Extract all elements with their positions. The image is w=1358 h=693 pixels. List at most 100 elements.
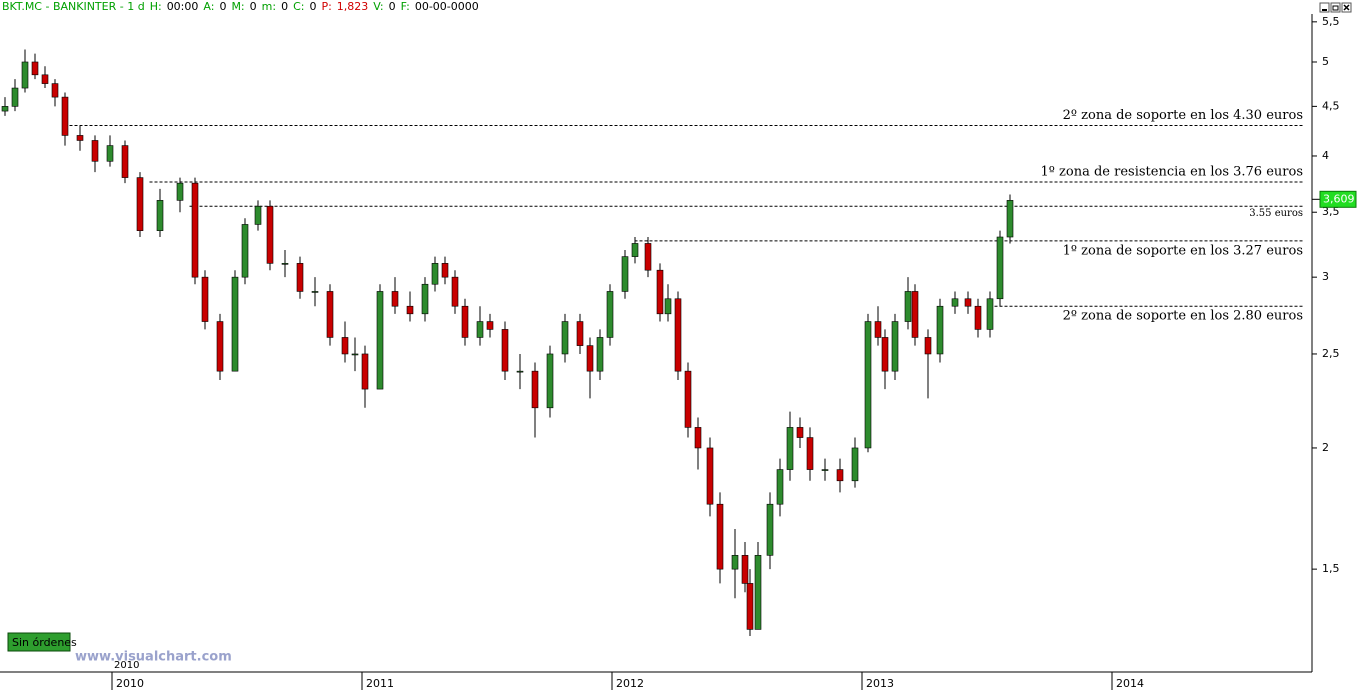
candle-body — [51, 83, 59, 98]
candle-body — [351, 353, 359, 356]
minimize-button[interactable] — [1319, 2, 1330, 13]
candle-body — [911, 291, 919, 338]
candle-body — [851, 447, 859, 482]
candle-body — [516, 370, 524, 373]
header-item: 0 — [219, 0, 226, 13]
level-label: 1º zona de soporte en los 3.27 euros — [1063, 243, 1303, 258]
candle-body — [746, 583, 754, 630]
candle-body — [451, 276, 459, 307]
restore-icon — [1332, 5, 1339, 11]
header-item: BKT.MC - BANKINTER - 1 d — [2, 0, 145, 13]
candle-body — [231, 276, 239, 372]
candle-body — [891, 321, 899, 372]
candle-body — [254, 205, 262, 225]
header-item: V: — [373, 0, 383, 13]
header-item: A: — [203, 0, 214, 13]
header-item: 1,823 — [337, 0, 369, 13]
candle-body — [586, 345, 594, 372]
header-item: H: — [150, 0, 162, 13]
candle-body — [631, 243, 639, 257]
candle-body — [341, 337, 349, 355]
candle-body — [531, 370, 539, 409]
candle-body — [406, 305, 414, 315]
candle-body — [391, 291, 399, 307]
header-item: 00-00-0000 — [415, 0, 479, 13]
candle-body — [986, 298, 994, 330]
y-tick-label: 5,5 — [1322, 15, 1340, 28]
candle-body — [501, 329, 509, 372]
candle-body — [281, 263, 289, 265]
header-item: 0 — [309, 0, 316, 13]
candle-body — [644, 243, 652, 271]
y-tick-label: 5 — [1322, 55, 1329, 68]
header-item: M: — [231, 0, 244, 13]
y-tick-label: 2,5 — [1322, 347, 1340, 360]
candle-body — [904, 291, 912, 322]
candle-body — [576, 321, 584, 346]
candle-body — [936, 305, 944, 355]
candle-body — [874, 321, 882, 338]
candle-body — [31, 61, 39, 76]
candle-body — [606, 291, 614, 338]
candle-body — [216, 321, 224, 372]
last-price-label: 3,609 — [1323, 192, 1355, 205]
candle-body — [776, 469, 784, 505]
period-label: 2010 — [114, 660, 139, 671]
candle-body — [311, 291, 319, 293]
restore-button[interactable] — [1330, 2, 1341, 13]
header-item: 0 — [250, 0, 257, 13]
candle-body — [296, 263, 304, 292]
candle-body — [441, 263, 449, 278]
candle-body — [684, 370, 692, 428]
candle-body — [664, 298, 672, 315]
candle-body — [121, 145, 129, 178]
level-label: 2º zona de soporte en los 2.80 euros — [1063, 309, 1303, 324]
candle-body — [546, 353, 554, 409]
x-tick-label: 2010 — [116, 677, 144, 690]
candle-body — [191, 182, 199, 278]
candle-body — [486, 321, 494, 330]
candle-body — [91, 140, 99, 162]
candle-body — [706, 447, 714, 505]
y-tick-label: 1,5 — [1322, 562, 1340, 575]
candle-body — [241, 224, 249, 278]
candle-body — [61, 96, 69, 136]
candle-body — [476, 321, 484, 338]
candle-body — [561, 321, 569, 355]
candle-body — [41, 74, 49, 84]
candle-body — [996, 236, 1004, 300]
candle-body — [106, 145, 114, 162]
y-tick-label: 3 — [1322, 270, 1329, 283]
level-label: 1º zona de resistencia en los 3.76 euros — [1041, 165, 1303, 180]
x-tick-label: 2011 — [366, 677, 394, 690]
candle-body — [741, 555, 749, 584]
candle-body — [806, 437, 814, 470]
candle-body — [621, 256, 629, 292]
candle-body — [376, 291, 384, 390]
y-tick-label: 2 — [1322, 441, 1329, 454]
candle-body — [716, 503, 724, 570]
candle-body — [136, 177, 144, 231]
candle-body — [786, 427, 794, 470]
candle-body — [674, 298, 682, 372]
candle-body — [694, 427, 702, 449]
header-item: P: — [321, 0, 331, 13]
x-tick-label: 2014 — [1116, 677, 1144, 690]
header-item: F: — [401, 0, 410, 13]
y-tick-label: 4 — [1322, 149, 1329, 162]
candle-body — [431, 263, 439, 285]
candle-body — [1, 106, 9, 112]
candle-body — [11, 87, 19, 107]
candle-body — [176, 182, 184, 201]
orders-button[interactable] — [7, 632, 71, 652]
level-label: 3.55 euros — [1249, 208, 1303, 219]
header-item: 0 — [281, 0, 288, 13]
candle-body — [1006, 200, 1014, 238]
candle-body — [266, 205, 274, 264]
candle-body — [421, 283, 429, 315]
candle-body — [361, 353, 369, 390]
candle-body — [796, 427, 804, 438]
candle-body — [461, 305, 469, 338]
window-buttons[interactable] — [1319, 2, 1352, 13]
